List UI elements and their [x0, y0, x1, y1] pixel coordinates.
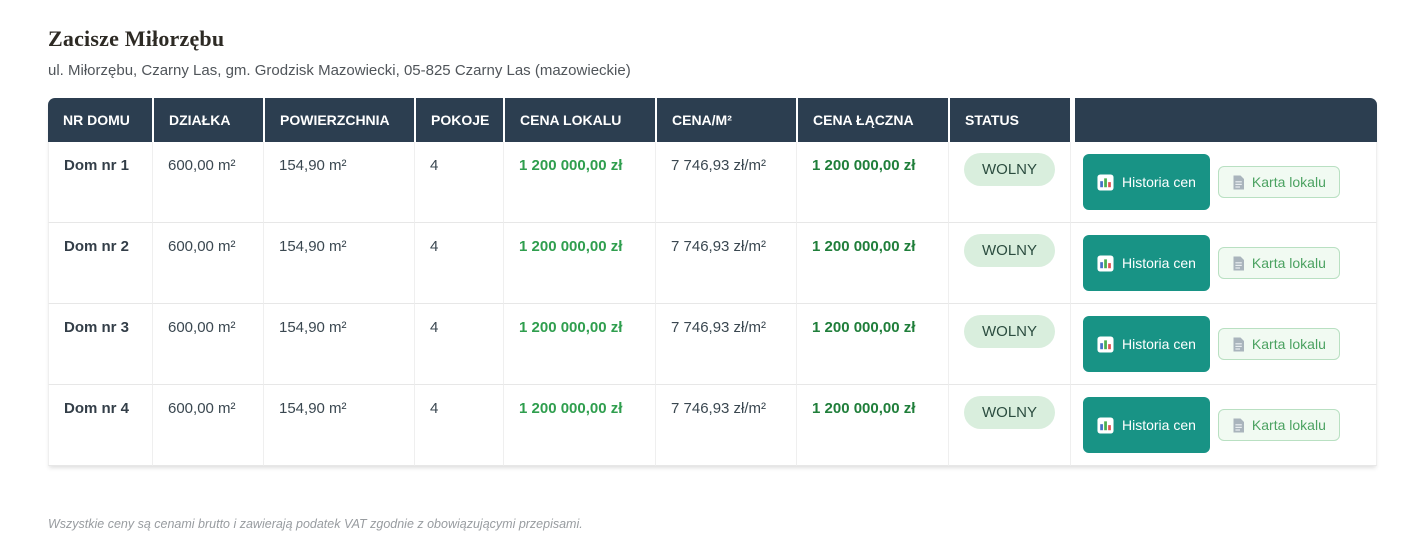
historia-cen-label: Historia cen: [1122, 417, 1196, 433]
karta-lokalu-label: Karta lokalu: [1251, 336, 1326, 352]
cell-area: 154,90 m²: [263, 304, 414, 385]
cell-house-number: Dom nr 1: [48, 142, 152, 223]
cell-house-number: Dom nr 2: [48, 223, 152, 304]
status-badge: WOLNY: [964, 153, 1056, 186]
column-header-pokoje: POKOJE: [414, 98, 503, 142]
cell-price-per-m2: 7 746,93 zł/m²: [655, 142, 796, 223]
table-header: NR DOMU DZIAŁKA POWIERZCHNIA POKOJE CENA…: [48, 98, 1377, 142]
document-icon: [1232, 418, 1245, 433]
status-badge: WOLNY: [964, 315, 1056, 348]
karta-lokalu-label: Karta lokalu: [1251, 417, 1326, 433]
cell-unit-price: 1 200 000,00 zł: [503, 304, 655, 385]
cell-rooms: 4: [414, 385, 503, 466]
status-badge: WOLNY: [964, 234, 1056, 267]
cell-total-price: 1 200 000,00 zł: [796, 304, 948, 385]
cell-rooms: 4: [414, 142, 503, 223]
historia-cen-button[interactable]: Historia cen: [1083, 154, 1210, 210]
cell-actions: Historia cen Karta lokalu: [1070, 142, 1377, 223]
table-row: Dom nr 3 600,00 m² 154,90 m² 4 1 200 000…: [48, 304, 1377, 385]
bar-chart-icon: [1097, 254, 1114, 272]
column-header-cena-lokalu: CENA LOKALU: [503, 98, 655, 142]
cell-house-number: Dom nr 3: [48, 304, 152, 385]
table-row: Dom nr 2 600,00 m² 154,90 m² 4 1 200 000…: [48, 223, 1377, 304]
status-badge: WOLNY: [964, 396, 1056, 429]
cell-total-price: 1 200 000,00 zł: [796, 385, 948, 466]
cell-area: 154,90 m²: [263, 142, 414, 223]
table-row: Dom nr 4 600,00 m² 154,90 m² 4 1 200 000…: [48, 385, 1377, 466]
historia-cen-label: Historia cen: [1122, 336, 1196, 352]
document-icon: [1232, 256, 1245, 271]
document-icon: [1232, 175, 1245, 190]
karta-lokalu-label: Karta lokalu: [1251, 255, 1326, 271]
cell-actions: Historia cen Karta lokalu: [1070, 223, 1377, 304]
cell-total-price: 1 200 000,00 zł: [796, 142, 948, 223]
cell-rooms: 4: [414, 223, 503, 304]
page-address: ul. Miłorzębu, Czarny Las, gm. Grodzisk …: [48, 62, 631, 79]
cell-plot-size: 600,00 m²: [152, 223, 263, 304]
cell-area: 154,90 m²: [263, 223, 414, 304]
cell-rooms: 4: [414, 304, 503, 385]
cell-status: WOLNY: [948, 223, 1070, 304]
cell-house-number: Dom nr 4: [48, 385, 152, 466]
cell-unit-price: 1 200 000,00 zł: [503, 385, 655, 466]
historia-cen-label: Historia cen: [1122, 174, 1196, 190]
cell-unit-price: 1 200 000,00 zł: [503, 223, 655, 304]
historia-cen-button[interactable]: Historia cen: [1083, 316, 1210, 372]
cell-price-per-m2: 7 746,93 zł/m²: [655, 385, 796, 466]
listing-table: NR DOMU DZIAŁKA POWIERZCHNIA POKOJE CENA…: [48, 98, 1377, 466]
cell-price-per-m2: 7 746,93 zł/m²: [655, 304, 796, 385]
historia-cen-button[interactable]: Historia cen: [1083, 235, 1210, 291]
bar-chart-icon: [1097, 335, 1114, 353]
column-header-nr-domu: NR DOMU: [48, 98, 152, 142]
cell-area: 154,90 m²: [263, 385, 414, 466]
karta-lokalu-button[interactable]: Karta lokalu: [1217, 247, 1340, 279]
page: Zacisze Miłorzębu ul. Miłorzębu, Czarny …: [48, 26, 1377, 531]
cell-plot-size: 600,00 m²: [152, 304, 263, 385]
listing-table-container: NR DOMU DZIAŁKA POWIERZCHNIA POKOJE CENA…: [48, 98, 1377, 466]
cell-actions: Historia cen Karta lokalu: [1070, 385, 1377, 466]
cell-status: WOLNY: [948, 142, 1070, 223]
cell-plot-size: 600,00 m²: [152, 142, 263, 223]
historia-cen-label: Historia cen: [1122, 255, 1196, 271]
cell-status: WOLNY: [948, 385, 1070, 466]
cell-status: WOLNY: [948, 304, 1070, 385]
bar-chart-icon: [1097, 173, 1114, 191]
column-header-status: STATUS: [948, 98, 1070, 142]
document-icon: [1232, 337, 1245, 352]
column-header-powierzchnia: POWIERZCHNIA: [263, 98, 414, 142]
cell-total-price: 1 200 000,00 zł: [796, 223, 948, 304]
karta-lokalu-button[interactable]: Karta lokalu: [1217, 328, 1340, 360]
cell-price-per-m2: 7 746,93 zł/m²: [655, 223, 796, 304]
column-header-cena-m2: CENA/M²: [655, 98, 796, 142]
table-row: Dom nr 1 600,00 m² 154,90 m² 4 1 200 000…: [48, 142, 1377, 223]
historia-cen-button[interactable]: Historia cen: [1083, 397, 1210, 453]
vat-footnote: Wszystkie ceny są cenami brutto i zawier…: [48, 517, 583, 531]
bar-chart-icon: [1097, 416, 1114, 434]
karta-lokalu-button[interactable]: Karta lokalu: [1217, 166, 1340, 198]
table-body: Dom nr 1 600,00 m² 154,90 m² 4 1 200 000…: [48, 142, 1377, 466]
page-title: Zacisze Miłorzębu: [48, 26, 225, 51]
column-header-dzialka: DZIAŁKA: [152, 98, 263, 142]
column-header-cena-laczna: CENA ŁĄCZNA: [796, 98, 948, 142]
karta-lokalu-button[interactable]: Karta lokalu: [1217, 409, 1340, 441]
cell-actions: Historia cen Karta lokalu: [1070, 304, 1377, 385]
column-header-actions: [1070, 98, 1377, 142]
cell-plot-size: 600,00 m²: [152, 385, 263, 466]
cell-unit-price: 1 200 000,00 zł: [503, 142, 655, 223]
karta-lokalu-label: Karta lokalu: [1251, 174, 1326, 190]
